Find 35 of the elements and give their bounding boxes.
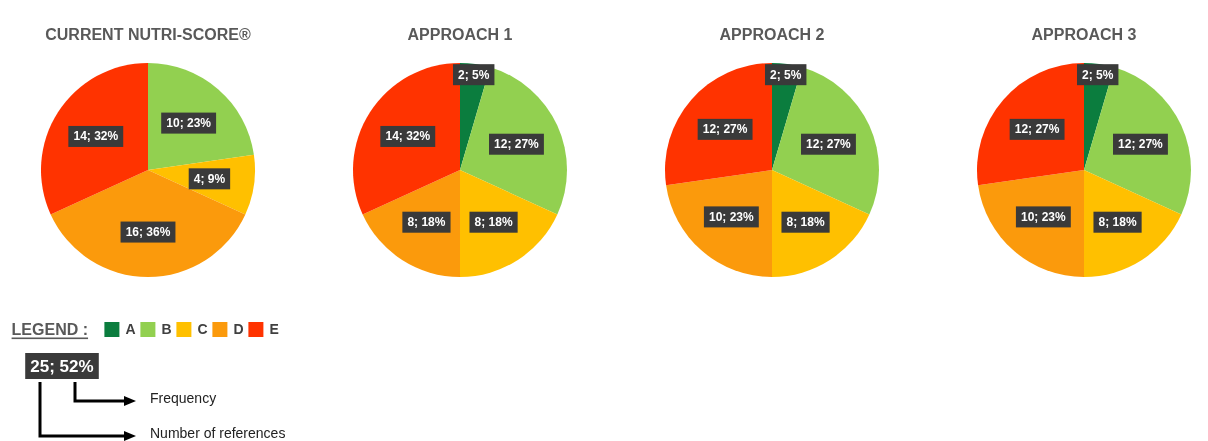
- legend-label: C: [197, 321, 208, 337]
- data-label: 16; 36%: [125, 225, 171, 240]
- data-label: 8; 18%: [1098, 215, 1137, 230]
- data-label: 12; 27%: [702, 122, 748, 137]
- data-label: 10; 23%: [1021, 209, 1067, 224]
- data-label: 2; 5%: [770, 67, 802, 82]
- pie-slice: [353, 63, 460, 215]
- data-label: 2; 5%: [1082, 67, 1114, 82]
- legend-title: LEGEND :: [11, 320, 89, 338]
- data-label: 8; 18%: [474, 215, 513, 230]
- text: 25; 52%: [30, 356, 94, 376]
- legend-label: E: [269, 321, 279, 337]
- text: Frequency: [150, 390, 217, 406]
- data-label: 14; 32%: [385, 129, 431, 144]
- data-label: 12; 27%: [494, 137, 540, 152]
- pie-slice: [41, 63, 148, 215]
- data-label: 12; 27%: [806, 137, 852, 152]
- chart-title: APPROACH 2: [719, 25, 825, 43]
- data-label: 8; 18%: [786, 215, 825, 230]
- data-label: 12; 27%: [1118, 137, 1164, 152]
- data-label: 12; 27%: [1014, 122, 1060, 137]
- text: Number of references: [150, 425, 286, 441]
- legend-label: D: [233, 321, 244, 337]
- chart-title: APPROACH 1: [407, 25, 513, 43]
- data-label: 10; 23%: [166, 116, 212, 131]
- pie-slice: [50, 170, 246, 277]
- data-label: 10; 23%: [709, 209, 755, 224]
- chart-title: CURRENT NUTRI-SCORE®: [45, 25, 251, 43]
- data-label: 8; 18%: [407, 215, 446, 230]
- legend-label: A: [125, 321, 136, 337]
- data-label: 14; 32%: [73, 129, 119, 144]
- data-label: 2; 5%: [458, 67, 490, 82]
- data-label: 4; 9%: [193, 171, 226, 186]
- legend-label: B: [161, 321, 172, 337]
- chart-title: APPROACH 3: [1031, 25, 1137, 43]
